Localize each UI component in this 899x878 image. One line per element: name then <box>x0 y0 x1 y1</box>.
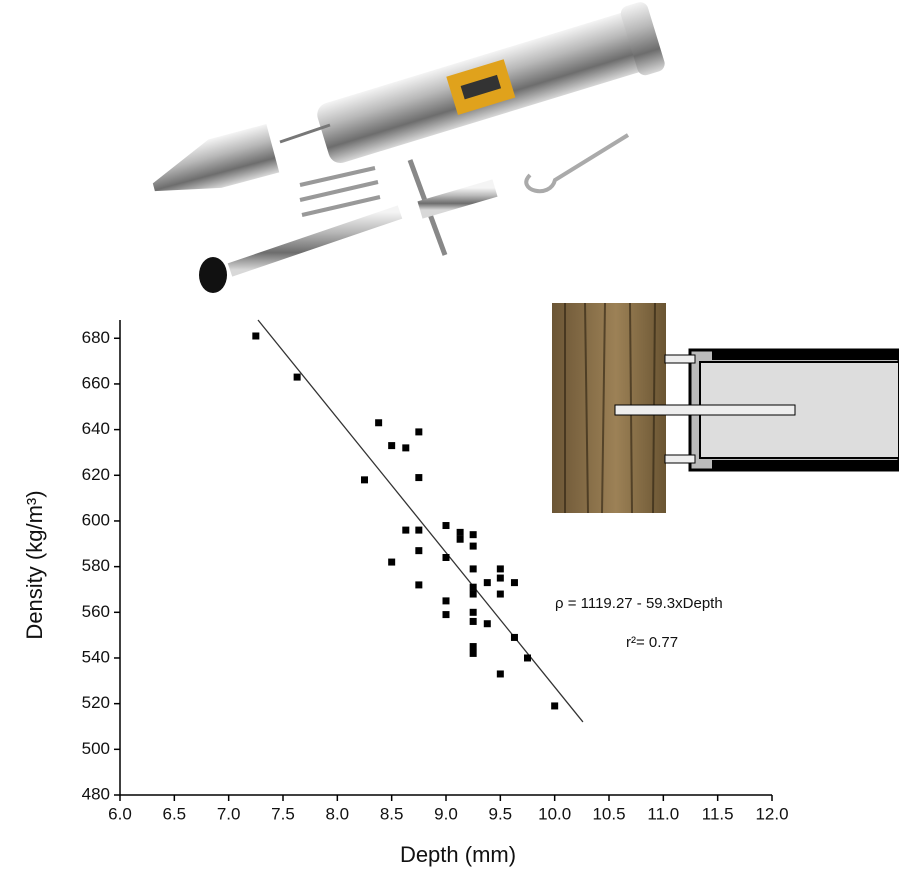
x-tick-label: 6.0 <box>108 804 132 823</box>
x-tick-label: 10.5 <box>592 804 625 823</box>
x-tick-label: 8.5 <box>380 804 404 823</box>
x-tick-label: 9.5 <box>489 804 513 823</box>
point <box>415 526 423 534</box>
fit-line <box>257 319 584 723</box>
point <box>510 633 518 641</box>
x-tick-label: 9.0 <box>434 804 458 823</box>
point <box>402 444 410 452</box>
point <box>469 565 477 573</box>
y-tick-label: 560 <box>82 602 110 621</box>
x-tick-label: 10.0 <box>538 804 571 823</box>
probe-diagram <box>552 302 899 514</box>
point <box>469 531 477 539</box>
y-tick-label: 540 <box>82 647 110 666</box>
point <box>442 522 450 530</box>
point <box>361 476 368 484</box>
point <box>402 526 410 534</box>
point <box>496 565 504 573</box>
x-tick-label: 11.0 <box>647 804 679 823</box>
point <box>415 547 423 555</box>
point <box>388 558 396 566</box>
point <box>415 581 423 589</box>
r-squared: r²= 0.77 <box>626 634 678 651</box>
x-tick-label: 7.5 <box>271 804 295 823</box>
point <box>469 617 477 625</box>
point <box>483 620 491 628</box>
point <box>415 474 423 482</box>
point <box>469 583 477 591</box>
x-tick-label: 12.0 <box>755 804 788 823</box>
point <box>496 574 504 582</box>
point <box>469 542 477 550</box>
tool-photo <box>152 2 665 293</box>
point <box>442 611 450 619</box>
y-tick-label: 640 <box>82 419 110 438</box>
point <box>469 590 477 598</box>
y-tick-label: 500 <box>82 739 110 758</box>
point <box>496 590 504 598</box>
equation: ρ = 1119.27 - 59.3xDepth <box>555 595 723 612</box>
point <box>496 670 504 678</box>
x-tick-label: 7.0 <box>217 804 241 823</box>
point <box>483 579 491 587</box>
y-axis-title: Density (kg/m³) <box>22 490 47 639</box>
y-tick-label: 660 <box>82 373 110 392</box>
y-tick-label: 580 <box>82 556 110 575</box>
y-tick-label: 680 <box>82 328 110 347</box>
point <box>524 654 531 662</box>
point <box>469 643 477 651</box>
point <box>442 597 450 605</box>
x-tick-label: 8.0 <box>326 804 350 823</box>
point <box>469 608 477 616</box>
y-tick-label: 620 <box>82 465 110 484</box>
y-tick-label: 600 <box>82 510 110 529</box>
x-tick-label: 6.5 <box>163 804 187 823</box>
y-tick-label: 480 <box>82 784 110 803</box>
point <box>252 332 260 340</box>
point <box>456 528 464 536</box>
point <box>442 554 450 561</box>
point <box>293 373 301 381</box>
point <box>388 442 396 450</box>
point <box>456 535 464 543</box>
point <box>415 428 423 436</box>
point <box>469 649 477 657</box>
point <box>510 579 518 587</box>
point <box>375 419 383 427</box>
y-tick-label: 520 <box>82 693 110 712</box>
x-axis-title: Depth (mm) <box>400 842 516 867</box>
point <box>551 702 559 710</box>
x-tick-label: 11.5 <box>702 804 734 823</box>
